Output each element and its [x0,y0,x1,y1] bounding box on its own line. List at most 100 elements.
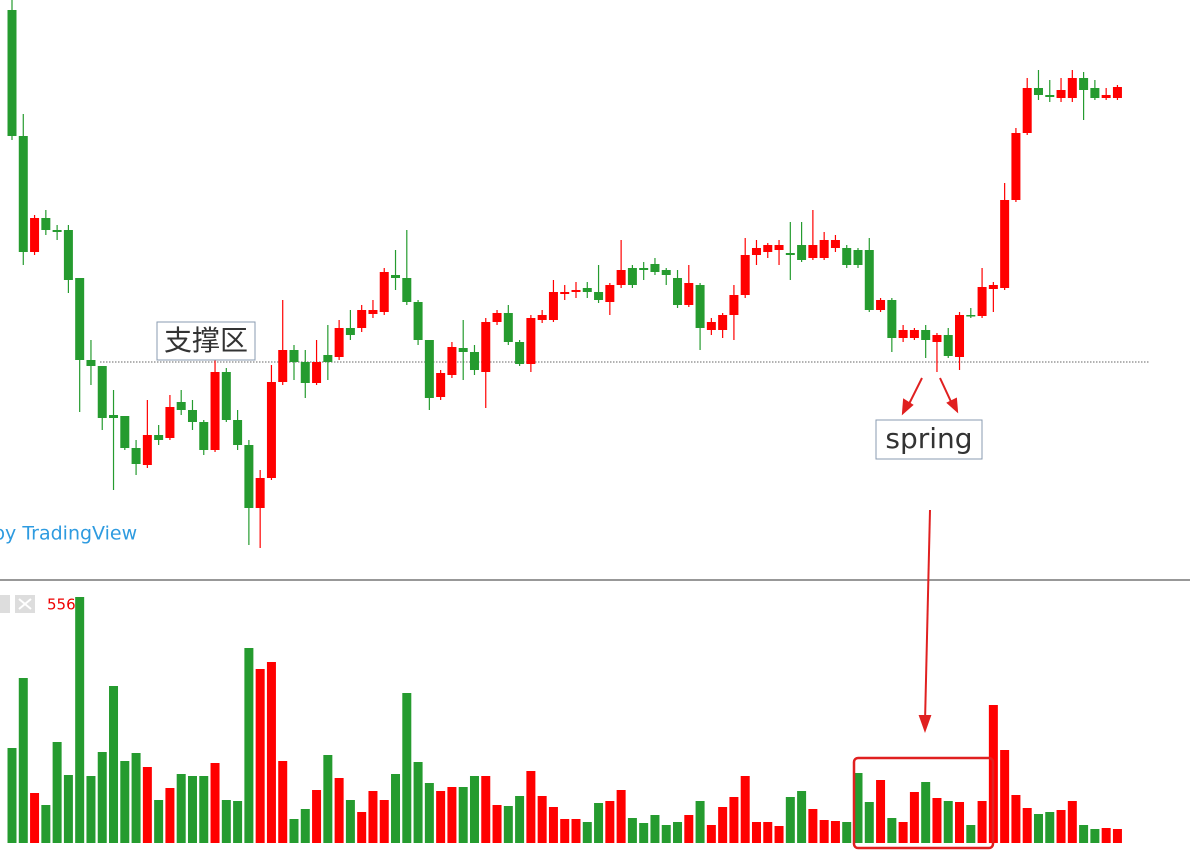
candle-body [210,372,220,450]
candle-body [898,330,908,338]
annotations [852,377,995,850]
volume-bar [187,776,197,843]
volume-bar [199,776,209,843]
arrow [924,509,931,723]
candle-body [244,445,254,508]
volume-bar [853,773,863,843]
volume-bar [673,822,683,843]
candle-body [605,285,615,302]
watermark: by TradingView [0,523,137,545]
candle-body [548,292,558,320]
candle-body [458,348,468,352]
candle-body [469,352,479,370]
candle-body [1056,90,1066,98]
volume-bar [30,793,40,843]
volume-bar [582,822,592,843]
candle-body [97,366,107,418]
volume-bar [97,752,107,843]
volume-bar [842,822,852,843]
candle-body [673,278,683,305]
candle-body [537,315,547,320]
candle-body [1079,78,1089,90]
volume-bar [751,822,761,843]
volume-bar [334,778,344,843]
volume-bar [526,771,536,843]
candle-body [774,245,784,250]
volume-bar [1056,810,1066,843]
candle-body [176,402,186,410]
candle-body [1101,95,1111,98]
volume-bar [876,780,886,843]
volume-bar [300,809,310,843]
volume-bar [515,796,525,843]
volume-bar [966,825,976,843]
candle-body [436,373,446,397]
volume-bar [312,790,322,843]
candle-body [830,240,840,248]
candle-body [1022,88,1032,133]
volume-bar [639,823,649,843]
candle-body [424,340,434,398]
candle-body [594,292,604,300]
volume-bar [661,825,671,843]
settings-icon[interactable] [0,595,10,613]
candle-body [289,350,299,362]
volume-bar [1112,829,1122,843]
candle-body [887,300,897,338]
close-x [18,598,32,610]
candle-body [345,328,355,335]
volume-bar [1022,808,1032,843]
candle-body [932,335,942,342]
arrow-head [901,398,914,416]
candle-body [684,283,694,305]
candle-body [1011,133,1021,200]
candle-body [233,420,243,445]
volume-bar [1000,750,1010,843]
candle-body [876,300,886,310]
candle-body [808,245,818,258]
candle-body [616,270,626,285]
volume-bar [278,761,288,843]
volume-bar [548,807,558,843]
candle-body [1000,200,1010,288]
candle-body [154,435,164,440]
volume-bar [492,805,502,843]
candle-body [492,313,502,322]
candle-body [278,350,288,382]
volume-bar [887,818,897,843]
candle-body [75,278,85,360]
candle-body [571,290,581,292]
volume-bar [1045,812,1055,843]
volume-bar [413,762,423,843]
volume-bar [503,806,513,843]
volume-bar [266,662,276,843]
support-label: 支撑区 [164,324,248,357]
volume-bar [706,825,716,843]
candle-body [187,410,197,422]
volume-bar [955,802,965,843]
volume-bar [537,796,547,843]
candle-body [391,275,401,278]
candle-body [312,362,322,383]
candle-body [988,285,998,289]
candle-body [503,313,513,342]
candle-body [853,250,863,265]
candle-body [120,416,130,448]
volume-bar [402,693,412,843]
candle-body [413,302,423,340]
candle-body [165,407,175,438]
volume-bar [52,742,62,843]
volume-bar [7,748,17,843]
candle-body [379,272,389,312]
candle-body [86,360,96,366]
volume-bar [909,792,919,843]
volume-bar [63,775,73,843]
volume-bar [41,805,51,843]
candle-body [650,264,660,272]
volume-bar [289,819,299,843]
volume-bar [921,782,931,843]
candle-body [131,448,141,464]
volume-bar [808,809,818,843]
volume-bar [391,774,401,843]
volume-bar [244,648,254,843]
